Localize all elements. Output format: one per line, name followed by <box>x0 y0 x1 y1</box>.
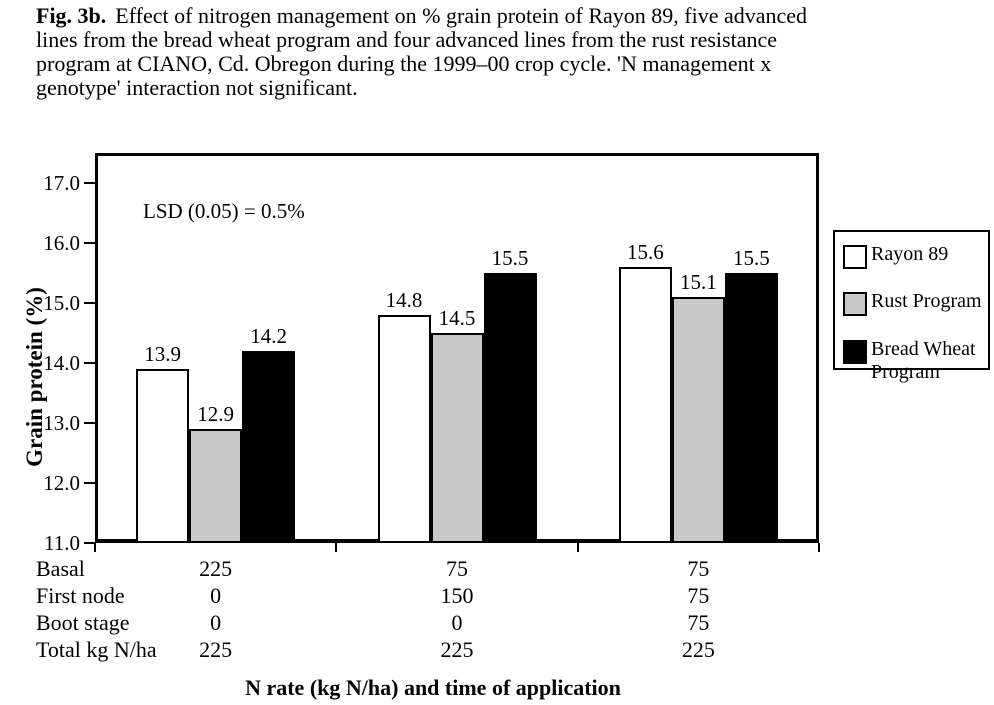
lsd-annotation: LSD (0.05) = 0.5% <box>143 199 305 223</box>
table-cell-value: 75 <box>687 556 710 581</box>
legend-swatch <box>843 292 867 316</box>
bar-value-label: 14.8 <box>385 288 423 312</box>
y-axis-title: Grain protein (%) <box>22 287 47 467</box>
figure-caption: Fig. 3b. Effect of nitrogen management on… <box>36 4 976 100</box>
table-cell-value: 225 <box>440 637 474 662</box>
bar-rust-program <box>430 333 484 543</box>
table-row-label: Total kg N/ha <box>36 637 157 662</box>
x-tick-mark <box>94 543 96 552</box>
bar-value-label: 15.5 <box>491 246 529 270</box>
bar-value-label: 15.5 <box>732 246 770 270</box>
bar-rayon-89 <box>618 267 672 543</box>
y-tick-label: 15.0 <box>43 291 80 315</box>
caption-line: genotype' interaction not significant. <box>36 75 358 100</box>
bar-rayon-89 <box>136 369 190 543</box>
y-tick-mark <box>84 242 95 244</box>
table-cell-value: 225 <box>199 556 233 581</box>
y-tick-mark <box>84 302 95 304</box>
table-cell-value: 0 <box>210 583 222 608</box>
x-axis-title: N rate (kg N/ha) and time of application <box>245 675 621 700</box>
bar-value-label: 15.1 <box>679 270 717 294</box>
bar-rust-program <box>671 297 725 543</box>
bar-value-label: 15.6 <box>626 240 664 264</box>
bar-rayon-89 <box>377 315 431 543</box>
caption-line: program at CIANO, Cd. Obregon during the… <box>36 51 772 76</box>
bar-value-label: 14.5 <box>438 306 476 330</box>
table-cell-value: 0 <box>210 610 222 635</box>
bar-bread-wheat-program <box>483 273 537 543</box>
y-tick-label: 12.0 <box>43 471 80 495</box>
bar-bread-wheat-program <box>242 351 296 543</box>
x-tick-mark <box>576 543 579 552</box>
bar-value-label: 13.9 <box>144 342 182 366</box>
y-tick-mark <box>84 422 95 424</box>
y-tick-label: 16.0 <box>43 231 80 255</box>
legend-label: Rayon 89 <box>871 243 949 265</box>
table-cell-value: 225 <box>199 637 233 662</box>
table-cell-value: 75 <box>687 610 710 635</box>
figure-number: Fig. 3b. <box>36 3 107 28</box>
bar-bread-wheat-program <box>724 273 778 543</box>
table-cell-value: 75 <box>687 583 710 608</box>
caption-text: Effect of nitrogen management on % grain… <box>115 3 808 28</box>
bar-value-label: 12.9 <box>197 402 235 426</box>
y-tick-mark <box>84 362 95 364</box>
x-tick-mark <box>335 543 338 552</box>
legend-box: Rayon 89 Rust Program Bread Wheat Program <box>833 230 990 383</box>
x-tick-mark <box>818 543 820 552</box>
bar-rust-program <box>189 429 243 543</box>
y-tick-label: 13.0 <box>43 411 80 435</box>
y-tick-mark <box>84 182 95 184</box>
table-row-label: First node <box>36 583 125 608</box>
caption-line: lines from the bread wheat program and f… <box>36 27 778 52</box>
y-tick-mark <box>84 482 95 484</box>
legend-swatch <box>843 245 867 269</box>
y-tick-mark <box>84 542 95 544</box>
legend-label: Rust Program <box>871 290 982 312</box>
table-cell-value: 0 <box>451 610 463 635</box>
caption-line: Fig. 3b. Effect of nitrogen management on… <box>36 4 976 28</box>
y-tick-label: 14.0 <box>43 351 80 375</box>
y-tick-label: 17.0 <box>43 171 80 195</box>
table-row-label: Boot stage <box>36 610 130 635</box>
table-cell-value: 225 <box>681 637 715 662</box>
bar-value-label: 14.2 <box>250 324 288 348</box>
table-cell-value: 75 <box>446 556 468 581</box>
legend-swatch <box>843 340 867 364</box>
table-cell-value: 150 <box>440 583 474 608</box>
legend-label: Bread Wheat Program <box>871 338 976 383</box>
y-tick-label: 11.0 <box>44 531 80 555</box>
table-row-label: Basal <box>36 556 85 581</box>
